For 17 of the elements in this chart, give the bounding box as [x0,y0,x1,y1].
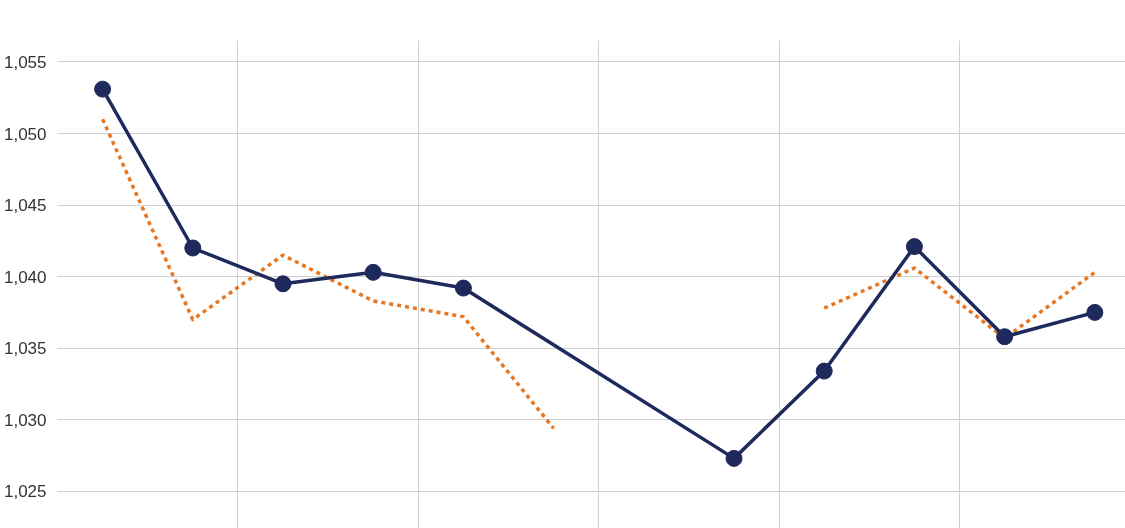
point [454,279,472,297]
point [996,328,1014,346]
y-tick-label: 1,045 [3,196,47,216]
point [364,263,382,281]
y-tick-label: 1,050 [3,124,47,144]
point [815,362,833,380]
point [274,275,292,293]
y-tick-label: 1,025 [3,482,47,502]
y-tick-label: 1,030 [3,410,47,430]
point [94,80,112,98]
point [725,449,743,467]
point [184,239,202,257]
point [1086,303,1104,321]
point [905,238,923,256]
y-tick-label: 1,035 [3,339,47,359]
y-tick-label: 1,055 [3,52,47,72]
y-tick-label: 1,040 [3,267,47,287]
